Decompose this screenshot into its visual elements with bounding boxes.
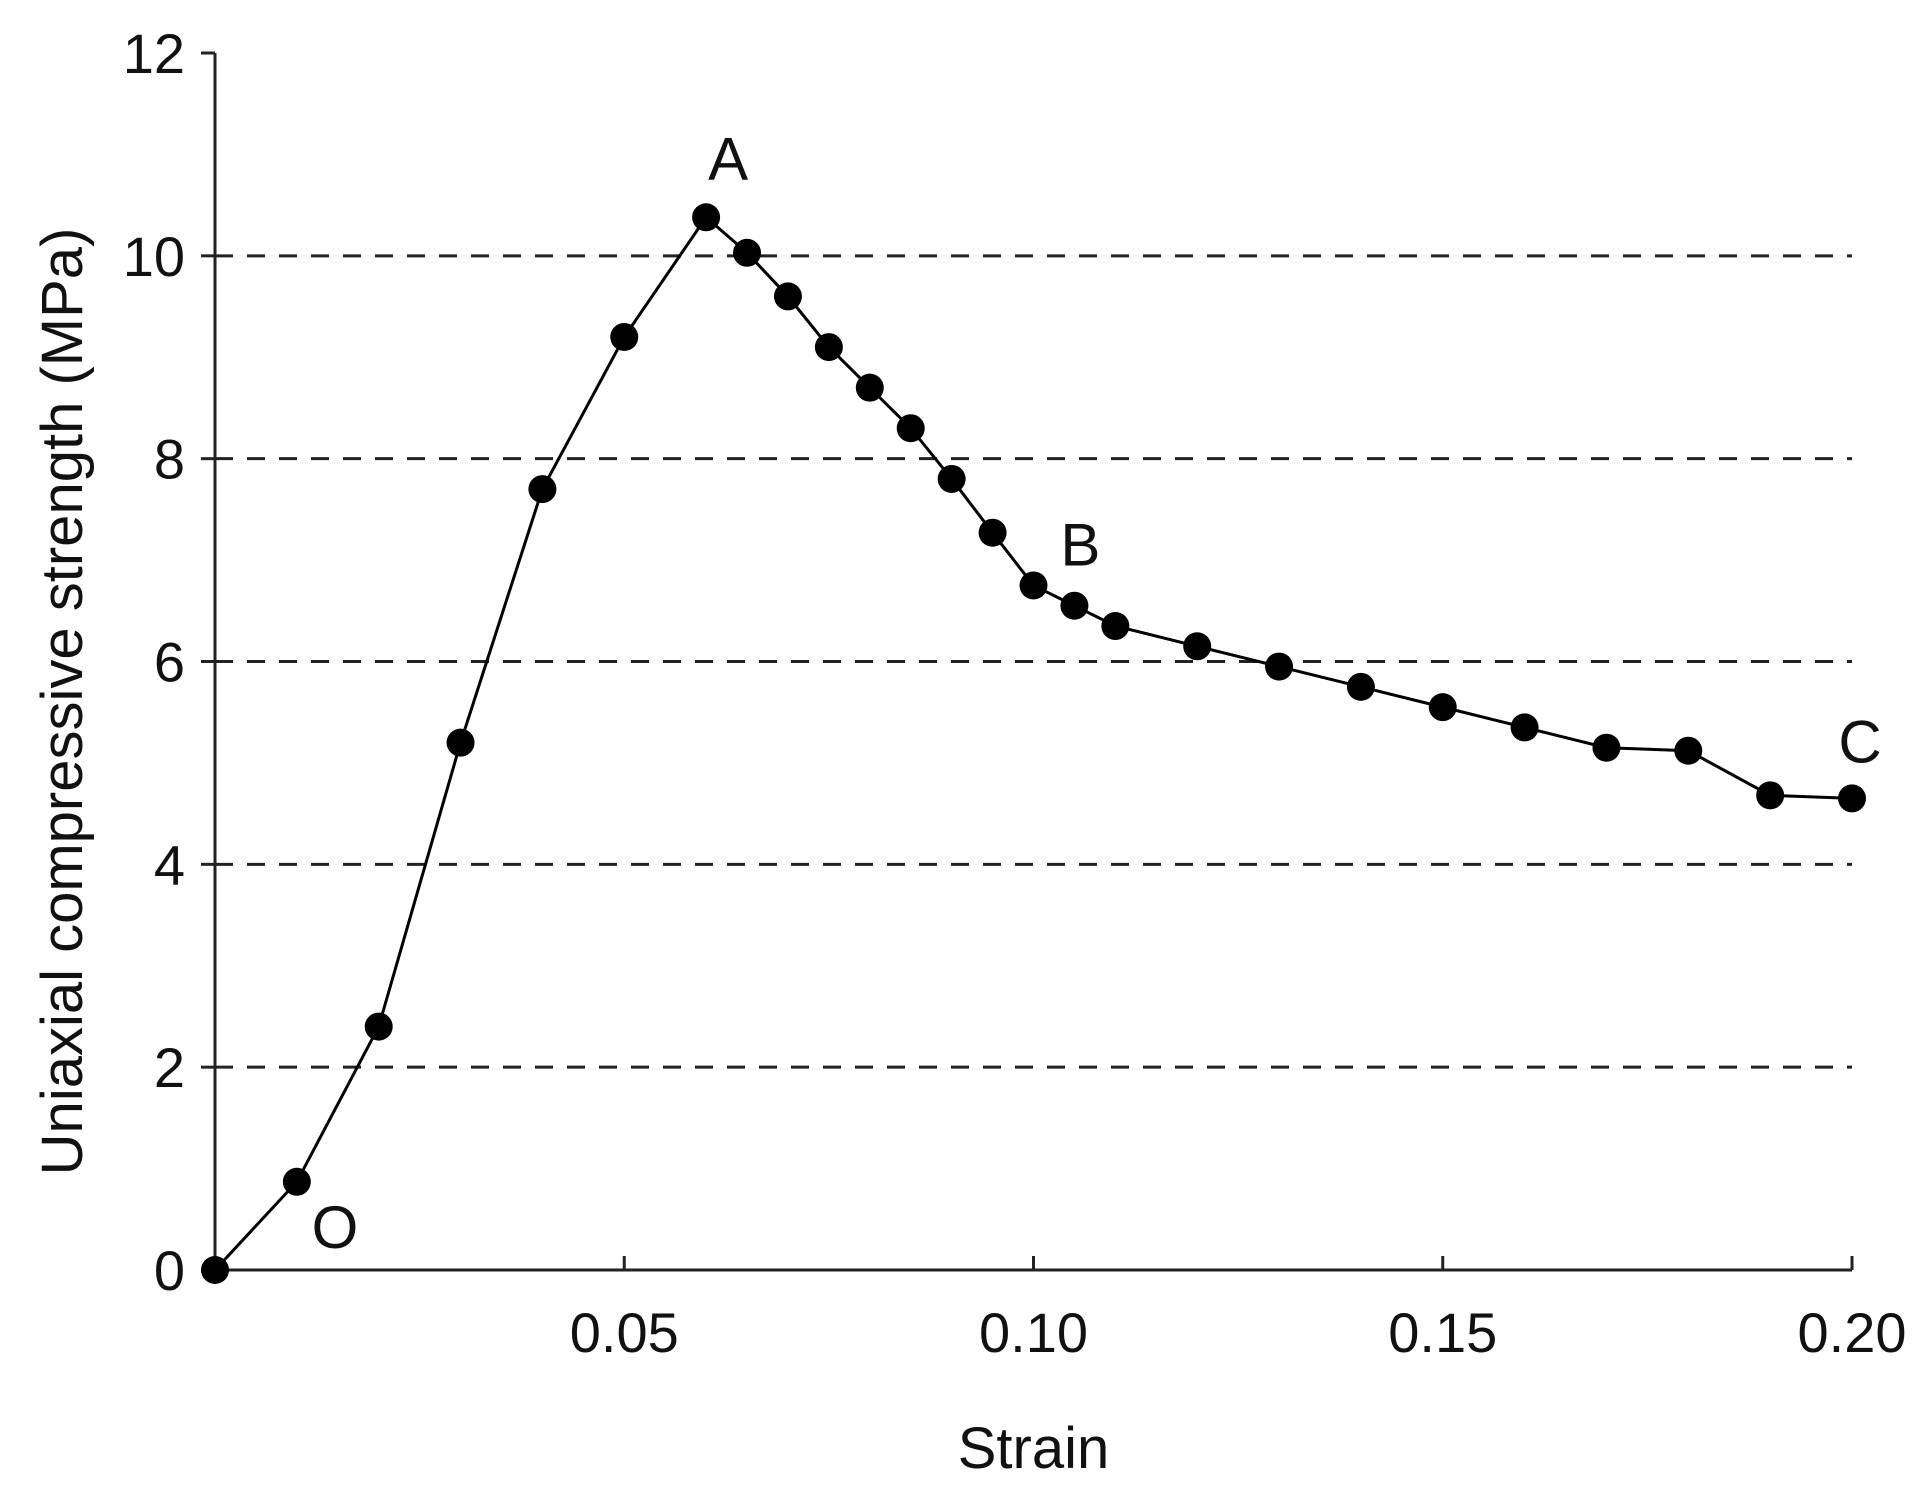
data-point — [1674, 736, 1703, 765]
data-point — [528, 475, 557, 504]
data-point — [446, 728, 475, 757]
data-point — [814, 333, 843, 362]
data-point — [692, 203, 721, 232]
data-point — [1346, 672, 1375, 701]
y-tick-label: 2 — [154, 1036, 185, 1099]
data-point — [1510, 713, 1539, 742]
y-tick-label: 0 — [154, 1239, 185, 1302]
series-line — [213, 215, 1853, 1272]
point-label-a: A — [708, 125, 748, 192]
point-label-b: B — [1060, 512, 1100, 579]
data-point — [201, 1256, 229, 1284]
data-point — [1183, 632, 1212, 661]
y-axis-title: Uniaxial compressive strength (MPa) — [30, 228, 95, 1176]
annotation-layer: O A B C — [312, 125, 1882, 1261]
data-point — [1101, 612, 1130, 641]
data-point — [1265, 652, 1294, 681]
grid-layer — [215, 254, 1852, 1069]
point-label-o: O — [312, 1194, 359, 1261]
data-point — [1756, 781, 1785, 810]
data-point — [978, 518, 1007, 547]
data-point — [610, 322, 639, 351]
data-point — [896, 414, 925, 443]
x-tick-label: 0.20 — [1798, 1301, 1907, 1364]
data-point — [773, 282, 802, 311]
data-point — [1428, 693, 1457, 722]
y-tick-label: 8 — [154, 428, 185, 491]
data-point — [733, 238, 762, 267]
x-axis-title: Strain — [958, 1416, 1110, 1481]
y-tick-label: 12 — [123, 22, 185, 85]
x-tick-label: 0.05 — [570, 1301, 679, 1364]
y-tick-label: 4 — [154, 833, 185, 896]
data-point — [282, 1167, 311, 1196]
data-point — [855, 373, 884, 402]
data-point — [1592, 733, 1621, 762]
series-layer — [201, 203, 1866, 1284]
y-tick-label: 6 — [154, 631, 185, 694]
data-point — [1019, 571, 1048, 600]
data-point — [1060, 591, 1089, 620]
data-point — [1838, 784, 1866, 813]
ticks-layer: 0 2 4 6 8 10 12 0.05 0.10 0.15 0.20 — [123, 22, 1907, 1364]
x-tick-label: 0.10 — [979, 1301, 1088, 1364]
x-tick-label: 0.15 — [1388, 1301, 1497, 1364]
y-tick-label: 10 — [123, 225, 185, 288]
data-point — [937, 464, 966, 493]
data-point — [364, 1012, 393, 1041]
point-label-c: C — [1838, 708, 1881, 775]
